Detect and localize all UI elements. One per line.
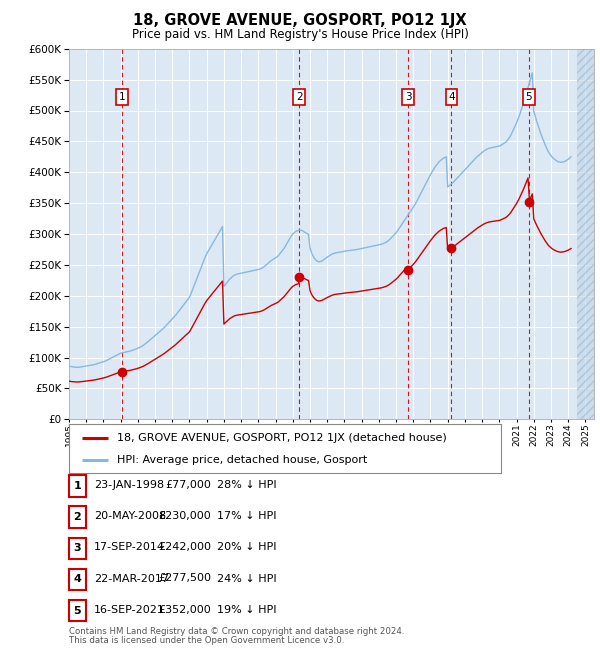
Text: 5: 5 [526,92,532,102]
Text: 3: 3 [405,92,412,102]
Text: 3: 3 [74,543,81,553]
Text: 4: 4 [73,575,82,584]
Text: 23-JAN-1998: 23-JAN-1998 [94,480,164,490]
Text: 17-SEP-2014: 17-SEP-2014 [94,542,165,552]
Text: 2: 2 [296,92,302,102]
Text: £352,000: £352,000 [158,604,211,615]
Text: 17% ↓ HPI: 17% ↓ HPI [217,511,277,521]
Text: HPI: Average price, detached house, Gosport: HPI: Average price, detached house, Gosp… [116,455,367,465]
Text: 4: 4 [448,92,455,102]
Text: Contains HM Land Registry data © Crown copyright and database right 2024.: Contains HM Land Registry data © Crown c… [69,627,404,636]
Text: Price paid vs. HM Land Registry's House Price Index (HPI): Price paid vs. HM Land Registry's House … [131,28,469,41]
Text: £277,500: £277,500 [158,573,211,584]
Text: 5: 5 [74,606,81,616]
Text: 18, GROVE AVENUE, GOSPORT, PO12 1JX: 18, GROVE AVENUE, GOSPORT, PO12 1JX [133,13,467,28]
Text: 20% ↓ HPI: 20% ↓ HPI [217,542,277,552]
Text: 18, GROVE AVENUE, GOSPORT, PO12 1JX (detached house): 18, GROVE AVENUE, GOSPORT, PO12 1JX (det… [116,433,446,443]
Text: 2: 2 [74,512,81,522]
Text: 1: 1 [118,92,125,102]
Text: £242,000: £242,000 [158,542,211,552]
Text: 28% ↓ HPI: 28% ↓ HPI [217,480,277,490]
Text: 16-SEP-2021: 16-SEP-2021 [94,604,165,615]
Text: 24% ↓ HPI: 24% ↓ HPI [217,573,277,584]
Text: 1: 1 [74,481,81,491]
Text: 22-MAR-2017: 22-MAR-2017 [94,573,169,584]
Text: 20-MAY-2008: 20-MAY-2008 [94,511,166,521]
Text: £77,000: £77,000 [166,480,211,490]
Text: 19% ↓ HPI: 19% ↓ HPI [217,604,277,615]
Bar [577,49,594,419]
Text: This data is licensed under the Open Government Licence v3.0.: This data is licensed under the Open Gov… [69,636,344,645]
Text: £230,000: £230,000 [158,511,211,521]
